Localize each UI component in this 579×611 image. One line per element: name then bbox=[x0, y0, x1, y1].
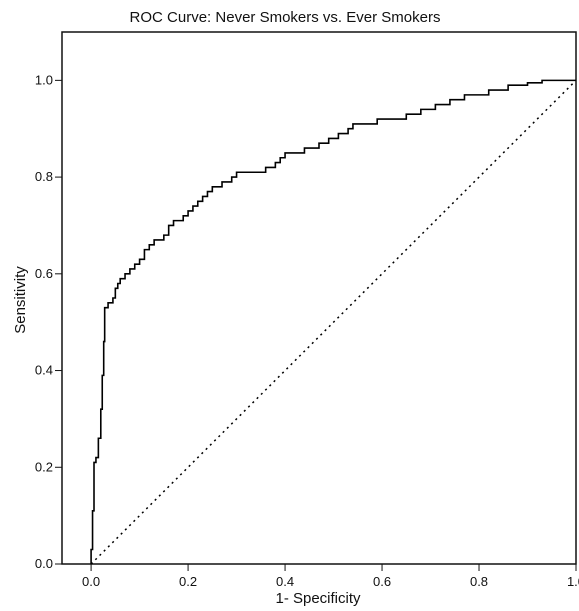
y-axis-label: Sensitivity bbox=[12, 266, 29, 334]
roc-curve-line bbox=[90, 79, 576, 564]
reference-diagonal-line bbox=[90, 79, 577, 565]
series-layer bbox=[90, 79, 577, 565]
x-tick-label: 0.8 bbox=[470, 574, 488, 589]
plot-frame bbox=[61, 31, 577, 565]
y-tick-label: 0.6 bbox=[35, 266, 53, 281]
y-tick-label: 0.4 bbox=[35, 363, 53, 378]
y-tick-label: 0.0 bbox=[35, 556, 53, 571]
x-axis-label: 1- Specificity bbox=[275, 590, 361, 606]
x-tick-label: 0.2 bbox=[179, 574, 197, 589]
x-tick-label: 1.0 bbox=[567, 574, 579, 589]
chart-title: ROC Curve: Never Smokers vs. Ever Smoker… bbox=[130, 9, 441, 26]
y-tick-label: 0.8 bbox=[35, 169, 53, 184]
y-tick-label: 0.2 bbox=[35, 459, 53, 474]
x-tick-label: 0.6 bbox=[373, 574, 391, 589]
y-axis: 0.0 0.2 0.4 0.6 0.8 1.0 bbox=[35, 72, 62, 571]
x-axis: 0.0 0.2 0.4 0.6 0.8 1.0 bbox=[82, 564, 579, 589]
x-tick-label: 0.0 bbox=[82, 574, 100, 589]
y-tick-label: 1.0 bbox=[35, 72, 53, 87]
x-tick-label: 0.4 bbox=[276, 574, 294, 589]
